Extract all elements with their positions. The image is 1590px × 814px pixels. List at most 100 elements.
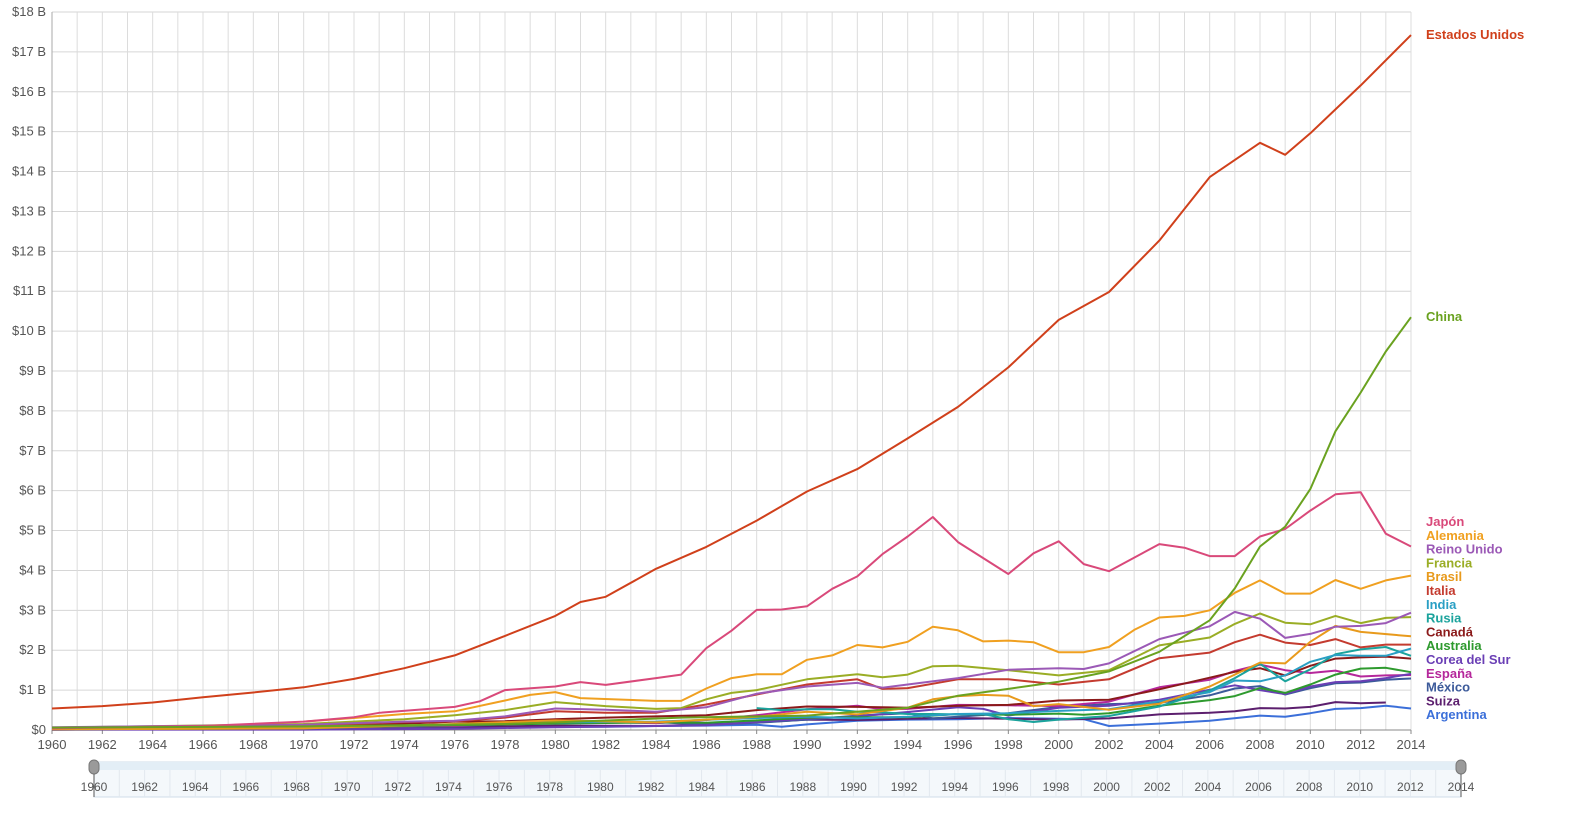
series-label: Argentina: [1426, 707, 1487, 722]
slider-tick-label: 1998: [1043, 780, 1070, 794]
slider-tick-label: 1964: [182, 780, 209, 794]
x-tick-label: 1998: [994, 737, 1023, 752]
x-tick-label: 1992: [843, 737, 872, 752]
x-tick-label: 2014: [1397, 737, 1426, 752]
y-tick-label: $12 B: [12, 243, 46, 258]
x-tick-label: 1982: [591, 737, 620, 752]
y-tick-label: $11 B: [13, 283, 46, 298]
range-slider: 1960 1962 1964 1966 1968 1970 1972 1974 1976 1978…: [81, 759, 1475, 798]
x-tick-label: 1994: [893, 737, 922, 752]
x-tick-label: 1962: [88, 737, 117, 752]
x-tick-label: 1966: [189, 737, 218, 752]
x-tick-label: 2012: [1346, 737, 1375, 752]
grid: [51, 11, 1412, 731]
y-tick-label: $1 B: [19, 682, 46, 697]
x-tick-label: 1968: [239, 737, 268, 752]
x-tick-label: 2000: [1044, 737, 1073, 752]
y-tick-label: $3 B: [19, 602, 46, 617]
series-line-estados-unidos[interactable]: [51, 34, 1412, 710]
series-line-china[interactable]: [51, 316, 1412, 729]
y-tick-label: $0: [32, 722, 46, 737]
x-tick-label: 1976: [440, 737, 469, 752]
slider-tick-label: 2012: [1397, 780, 1424, 794]
series-label: Corea del Sur: [1426, 652, 1511, 667]
series-label: México: [1426, 680, 1470, 695]
slider-tick-label: 1968: [283, 780, 310, 794]
y-tick-label: $5 B: [19, 523, 46, 538]
series-label: India: [1426, 597, 1457, 612]
slider-tick-label: 1976: [486, 780, 513, 794]
series-line-brasil[interactable]: [51, 624, 1412, 731]
slider-tick-label: 1996: [992, 780, 1019, 794]
series-line-reino-unido[interactable]: [51, 610, 1412, 729]
series-label: Italia: [1426, 583, 1456, 598]
slider-selection-bar[interactable]: [94, 762, 1461, 770]
series-label: Suiza: [1426, 693, 1461, 708]
slider-left-handle[interactable]: [88, 759, 100, 775]
x-tick-label: 1986: [692, 737, 721, 752]
y-tick-label: $10 B: [12, 323, 46, 338]
series-label: Japón: [1426, 514, 1464, 529]
series-label: Reino Unido: [1426, 542, 1503, 557]
x-tick-label: 1964: [138, 737, 167, 752]
x-axis: 1960 1962 1964 1966 1968 1970 1972 1974 1976 1978…: [38, 729, 1426, 752]
series-label: Alemania: [1426, 528, 1485, 543]
slider-tick-label: 1970: [334, 780, 361, 794]
y-tick-label: $16 B: [12, 84, 46, 99]
slider-tick-label: 1972: [384, 780, 411, 794]
slider-tick-label: 1994: [941, 780, 968, 794]
series-label: Canadá: [1426, 624, 1474, 639]
y-tick-label: $7 B: [19, 443, 46, 458]
slider-tick-label: 1982: [638, 780, 665, 794]
slider-tick-label: 2010: [1346, 780, 1373, 794]
y-tick-label: $9 B: [19, 363, 46, 378]
slider-tick-label: 1980: [587, 780, 614, 794]
x-tick-label: 1978: [491, 737, 520, 752]
y-tick-label: $15 B: [12, 124, 46, 139]
series-label: Estados Unidos: [1426, 27, 1524, 42]
y-tick-label: $13 B: [12, 203, 46, 218]
series-line-alemania[interactable]: [303, 574, 1412, 723]
y-tick-label: $8 B: [19, 403, 46, 418]
y-tick-label: $14 B: [12, 164, 46, 179]
y-tick-label: $6 B: [19, 483, 46, 498]
slider-tick-label: 1962: [131, 780, 158, 794]
slider-tick-label: 1988: [789, 780, 816, 794]
y-tick-label: $18 B: [12, 4, 46, 19]
series-label: Rusia: [1426, 611, 1462, 626]
series-line-canadá[interactable]: [51, 655, 1412, 730]
slider-tick-label: 1966: [233, 780, 260, 794]
y-axis: $0 $1 B $2 B $3 B $4 B $5 B $6 B $7 B $8 B $9 B $1…: [12, 4, 53, 737]
series-line-francia[interactable]: [51, 612, 1412, 729]
slider-tick-label: 1990: [840, 780, 867, 794]
x-tick-label: 1972: [340, 737, 369, 752]
slider-tick-label: 2002: [1144, 780, 1171, 794]
x-tick-label: 1970: [289, 737, 318, 752]
slider-tick-label: 2004: [1195, 780, 1222, 794]
series-label: China: [1426, 309, 1463, 324]
series-line-corea-del-sur[interactable]: [52, 672, 1412, 731]
slider-tick-label: 2000: [1093, 780, 1120, 794]
x-tick-label: 2010: [1296, 737, 1325, 752]
x-tick-label: 2006: [1195, 737, 1224, 752]
series-label: Australia: [1426, 638, 1482, 653]
series-label: España: [1426, 666, 1473, 681]
slider-tick-label: 1978: [536, 780, 563, 794]
x-tick-label: 1996: [944, 737, 973, 752]
series-line-italia[interactable]: [51, 633, 1411, 730]
series-label: Francia: [1426, 555, 1473, 570]
series-lines: [51, 34, 1412, 731]
x-tick-label: 2004: [1145, 737, 1174, 752]
x-tick-label: 1974: [390, 737, 419, 752]
slider-tick-label: 2006: [1245, 780, 1272, 794]
slider-tick-label: 1992: [891, 780, 918, 794]
x-tick-label: 1980: [541, 737, 570, 752]
slider-right-handle[interactable]: [1455, 759, 1467, 775]
series-line-japón[interactable]: [51, 491, 1412, 730]
y-tick-label: $17 B: [12, 44, 46, 59]
y-tick-label: $4 B: [19, 562, 46, 577]
y-tick-label: $2 B: [19, 642, 46, 657]
slider-tick-label: 1984: [688, 780, 715, 794]
